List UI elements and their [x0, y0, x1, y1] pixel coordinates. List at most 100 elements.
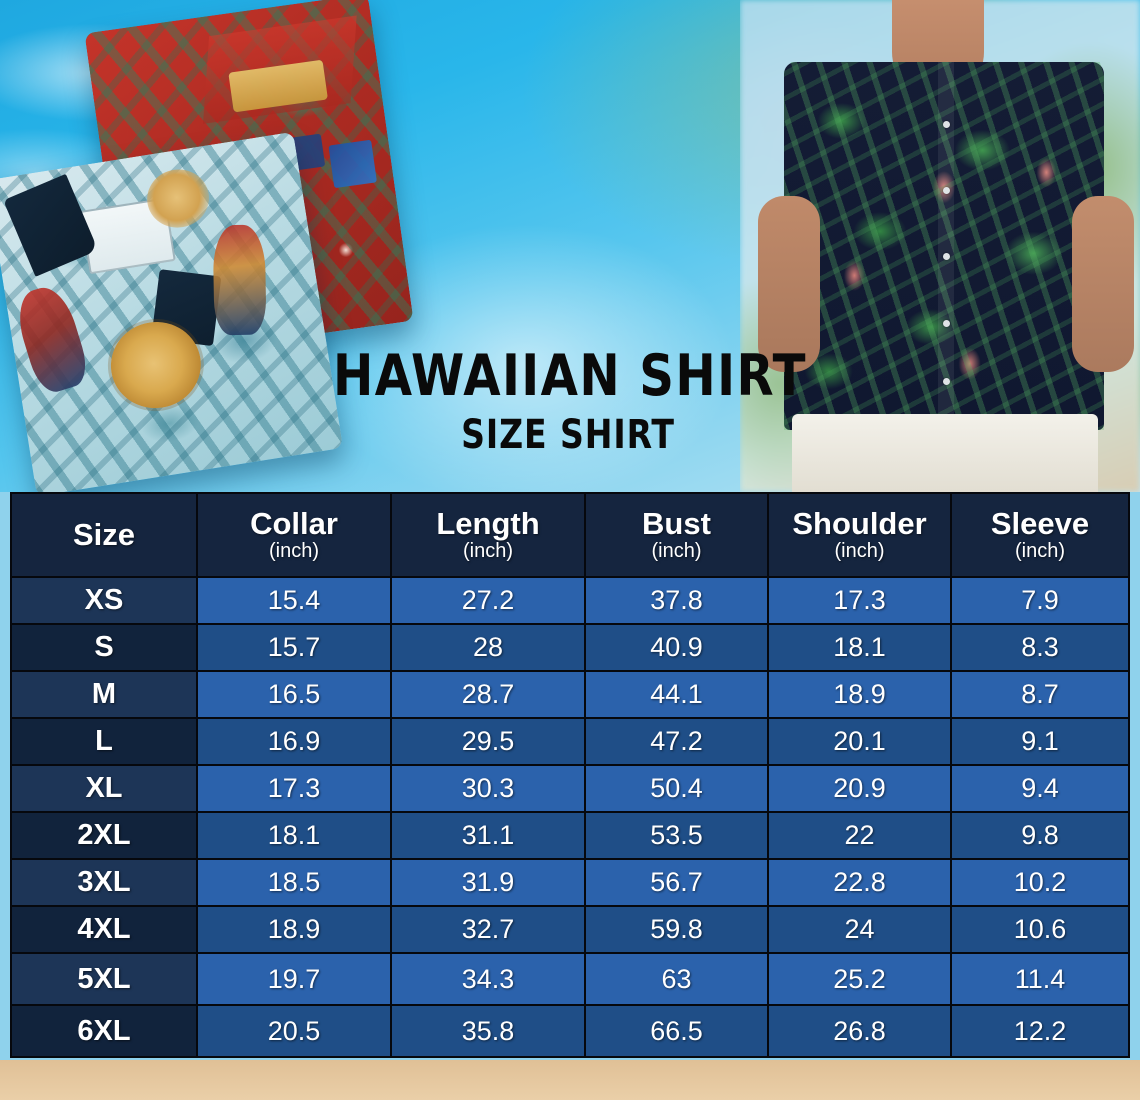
- cell-collar: 20.5: [196, 1004, 392, 1058]
- shirt-button-5: [942, 378, 950, 386]
- cell-bust: 66.5: [584, 1004, 769, 1058]
- table-row: M 16.5 28.7 44.1 18.9 8.7: [10, 670, 1130, 719]
- sand-strip: [0, 1060, 1140, 1100]
- table-row: L 16.9 29.5 47.2 20.1 9.1: [10, 717, 1130, 766]
- cell-length: 34.3: [390, 952, 586, 1006]
- folded-shirt-blue: [0, 131, 344, 492]
- shirt-button-3: [942, 253, 950, 261]
- table-body: XS 15.4 27.2 37.8 17.3 7.9 S 15.7 28 40.9 18.1 8.3 M…: [10, 576, 1130, 1058]
- model-white-pants: [792, 414, 1098, 492]
- hero-banner: HAWAIIAN SHIRT SIZE SHIRT: [0, 0, 1140, 492]
- table-row: 5XL 19.7 34.3 63 25.2 11.4: [10, 952, 1130, 1006]
- cell-shoulder: 24: [767, 905, 952, 954]
- cell-sleeve: 11.4: [950, 952, 1130, 1006]
- cell-size: 4XL: [10, 905, 198, 954]
- cell-length: 28.7: [390, 670, 586, 719]
- model-left-arm: [758, 196, 820, 372]
- table-row: S 15.7 28 40.9 18.1 8.3: [10, 623, 1130, 672]
- cell-collar: 18.1: [196, 811, 392, 860]
- cell-sleeve: 9.1: [950, 717, 1130, 766]
- table-row: 2XL 18.1 31.1 53.5 22 9.8: [10, 811, 1130, 860]
- cell-bust: 47.2: [584, 717, 769, 766]
- shirt-button-2: [942, 187, 950, 195]
- cell-size: 2XL: [10, 811, 198, 860]
- cell-length: 31.9: [390, 858, 586, 907]
- title-block: HAWAIIAN SHIRT SIZE SHIRT: [318, 343, 818, 458]
- header-row: Size Collar (inch) Length (inch) Bust (i…: [10, 492, 1130, 578]
- page-subtitle: SIZE SHIRT: [461, 412, 675, 458]
- cell-sleeve: 10.6: [950, 905, 1130, 954]
- table-row: 4XL 18.9 32.7 59.8 24 10.6: [10, 905, 1130, 954]
- cell-bust: 44.1: [584, 670, 769, 719]
- cell-shoulder: 18.1: [767, 623, 952, 672]
- cell-shoulder: 26.8: [767, 1004, 952, 1058]
- red-shirt-sleeve-logo: [328, 139, 377, 189]
- cell-length: 29.5: [390, 717, 586, 766]
- column-header-shoulder: Shoulder (inch): [767, 492, 952, 578]
- cell-shoulder: 22.8: [767, 858, 952, 907]
- cell-collar: 19.7: [196, 952, 392, 1006]
- cell-bust: 53.5: [584, 811, 769, 860]
- cell-bust: 63: [584, 952, 769, 1006]
- column-header-size: Size: [10, 492, 198, 578]
- cell-sleeve: 12.2: [950, 1004, 1130, 1058]
- page-title: HAWAIIAN SHIRT: [333, 343, 807, 409]
- cell-collar: 18.9: [196, 905, 392, 954]
- cell-shoulder: 20.1: [767, 717, 952, 766]
- cell-length: 27.2: [390, 576, 586, 625]
- cell-sleeve: 8.3: [950, 623, 1130, 672]
- column-header-length: Length (inch): [390, 492, 586, 578]
- table-row: 6XL 20.5 35.8 66.5 26.8 12.2: [10, 1004, 1130, 1058]
- cell-collar: 16.5: [196, 670, 392, 719]
- cell-sleeve: 7.9: [950, 576, 1130, 625]
- cell-bust: 37.8: [584, 576, 769, 625]
- table-row: XL 17.3 30.3 50.4 20.9 9.4: [10, 764, 1130, 813]
- cell-collar: 15.4: [196, 576, 392, 625]
- cell-size: 5XL: [10, 952, 198, 1006]
- column-header-sleeve: Sleeve (inch): [950, 492, 1130, 578]
- cell-collar: 17.3: [196, 764, 392, 813]
- cell-collar: 15.7: [196, 623, 392, 672]
- cell-bust: 50.4: [584, 764, 769, 813]
- cell-shoulder: 22: [767, 811, 952, 860]
- cell-size: L: [10, 717, 198, 766]
- cell-bust: 40.9: [584, 623, 769, 672]
- shirt-button-placket: [937, 62, 954, 430]
- cell-sleeve: 10.2: [950, 858, 1130, 907]
- cell-sleeve: 8.7: [950, 670, 1130, 719]
- table-row: XS 15.4 27.2 37.8 17.3 7.9: [10, 576, 1130, 625]
- cell-size: 3XL: [10, 858, 198, 907]
- shirt-button-1: [942, 120, 950, 128]
- macaw-bird-right: [213, 224, 267, 336]
- table-row: 3XL 18.5 31.9 56.7 22.8 10.2: [10, 858, 1130, 907]
- column-header-collar: Collar (inch): [196, 492, 392, 578]
- cell-shoulder: 18.9: [767, 670, 952, 719]
- shirt-button-4: [942, 319, 950, 327]
- cell-collar: 16.9: [196, 717, 392, 766]
- cell-size: M: [10, 670, 198, 719]
- cell-bust: 59.8: [584, 905, 769, 954]
- model-photo: [740, 0, 1140, 492]
- cell-length: 30.3: [390, 764, 586, 813]
- cell-length: 35.8: [390, 1004, 586, 1058]
- cell-shoulder: 17.3: [767, 576, 952, 625]
- table-header: Size Collar (inch) Length (inch) Bust (i…: [10, 492, 1130, 578]
- model-right-arm: [1072, 196, 1134, 372]
- cell-length: 32.7: [390, 905, 586, 954]
- cell-size: XS: [10, 576, 198, 625]
- cell-bust: 56.7: [584, 858, 769, 907]
- cell-shoulder: 25.2: [767, 952, 952, 1006]
- cell-length: 31.1: [390, 811, 586, 860]
- cell-size: S: [10, 623, 198, 672]
- cell-size: XL: [10, 764, 198, 813]
- column-header-bust: Bust (inch): [584, 492, 769, 578]
- cell-sleeve: 9.4: [950, 764, 1130, 813]
- cell-length: 28: [390, 623, 586, 672]
- cell-shoulder: 20.9: [767, 764, 952, 813]
- model-shirt-torso: [784, 62, 1104, 430]
- cell-size: 6XL: [10, 1004, 198, 1058]
- size-chart-container: Size Collar (inch) Length (inch) Bust (i…: [10, 492, 1130, 1058]
- size-chart-table: Size Collar (inch) Length (inch) Bust (i…: [10, 492, 1130, 1058]
- cell-collar: 18.5: [196, 858, 392, 907]
- cell-sleeve: 9.8: [950, 811, 1130, 860]
